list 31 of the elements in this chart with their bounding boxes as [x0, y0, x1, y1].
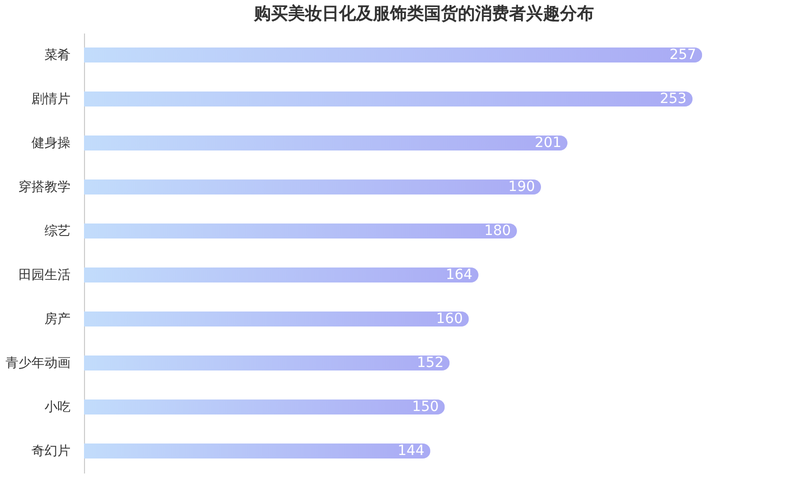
bar — [84, 136, 568, 150]
y-tick-label: 田园生活 — [18, 268, 70, 283]
bar — [84, 312, 469, 326]
data-label: 190 — [508, 179, 536, 195]
bar — [84, 48, 702, 62]
data-label: 144 — [398, 443, 424, 459]
data-label: 150 — [412, 399, 439, 415]
bar — [84, 268, 478, 282]
y-tick-label: 健身操 — [32, 136, 70, 151]
y-tick-label: 剧情片 — [32, 92, 70, 107]
bar — [84, 180, 542, 194]
chart-title: 购买美妆日化及服饰类国货的消费者兴趣分布 — [253, 4, 594, 24]
data-label: 257 — [669, 47, 696, 63]
y-tick-label: 房产 — [44, 311, 70, 327]
data-label: 201 — [534, 135, 562, 151]
bar — [84, 444, 430, 458]
y-tick-label: 青少年动画 — [6, 356, 70, 371]
data-label: 180 — [484, 223, 511, 239]
y-tick-label: 小吃 — [44, 400, 70, 415]
y-tick-label: 综艺 — [44, 224, 70, 239]
bar — [84, 92, 693, 106]
y-tick-label: 奇幻片 — [32, 444, 70, 459]
bar — [84, 356, 450, 370]
data-label: 160 — [436, 311, 463, 327]
y-tick-label: 穿搭教学 — [18, 180, 70, 195]
bar — [84, 400, 445, 414]
data-label: 164 — [446, 267, 473, 283]
bar — [84, 224, 517, 238]
y-tick-label: 菜肴 — [44, 48, 70, 63]
data-label: 253 — [660, 91, 687, 107]
data-label: 152 — [416, 355, 444, 371]
